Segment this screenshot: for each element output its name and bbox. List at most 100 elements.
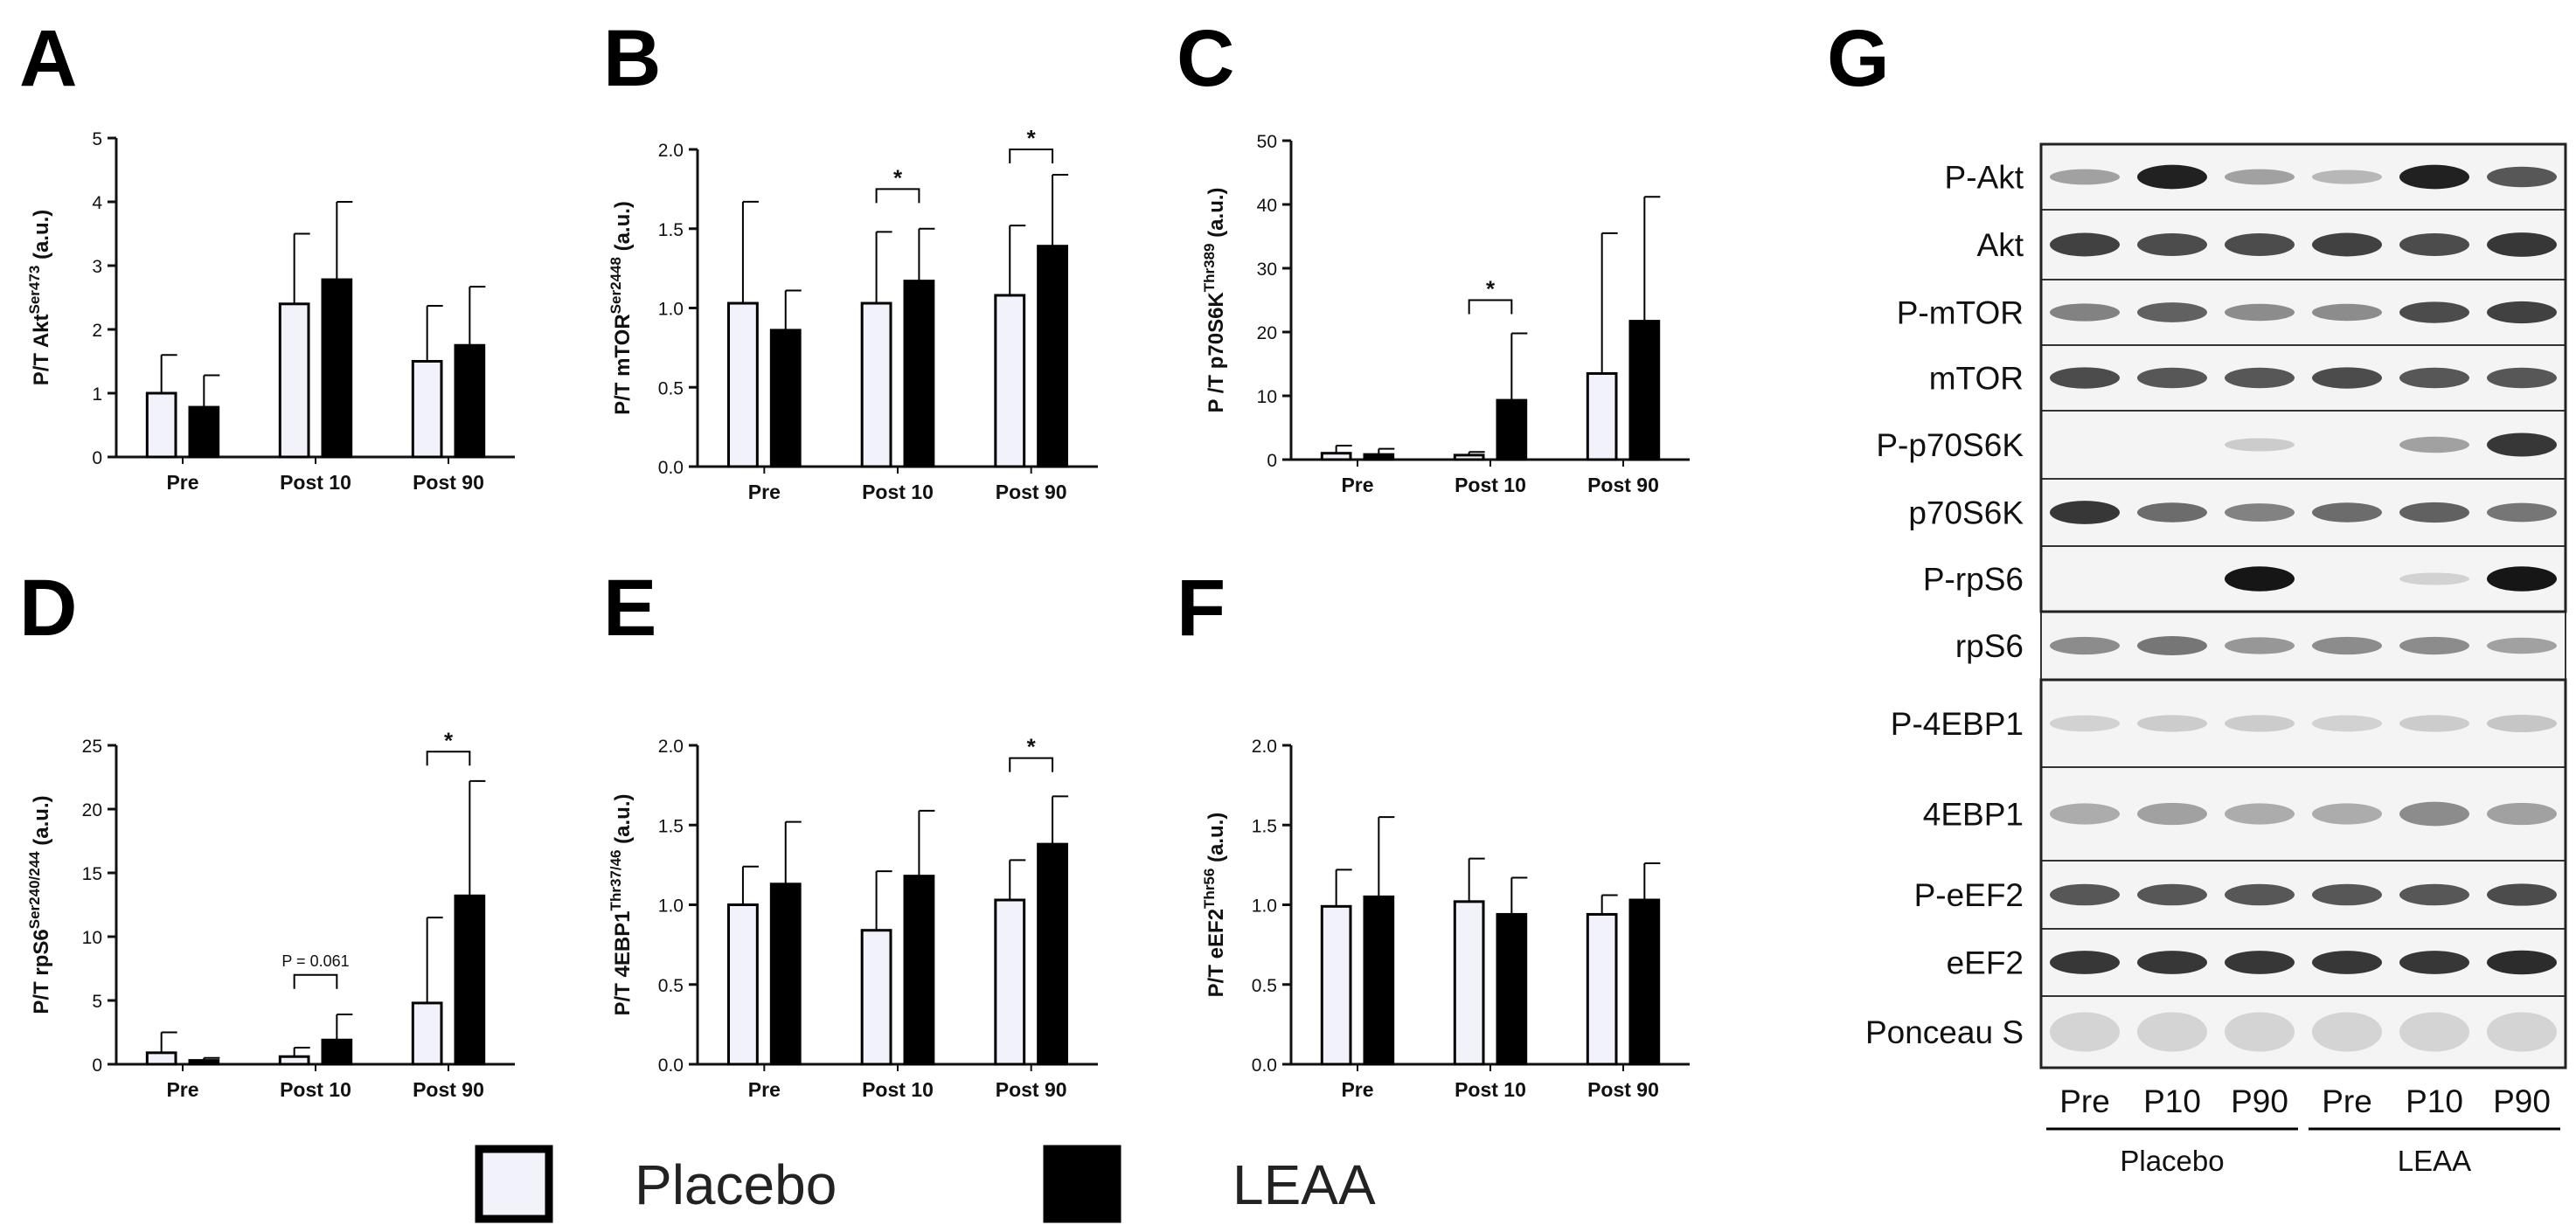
legend-label-placebo: Placebo	[635, 1153, 837, 1216]
bar-leaa	[769, 329, 802, 468]
bar-placebo	[278, 1055, 310, 1066]
blot-band	[2399, 636, 2469, 655]
blot-row-label: 4EBP1	[1923, 797, 2024, 833]
blot-band	[2050, 232, 2120, 257]
blot-band	[2399, 572, 2469, 585]
bar-placebo	[727, 301, 759, 468]
y-tick-label: 4	[92, 193, 102, 213]
blot-strip	[2040, 860, 2566, 930]
blot-band	[2137, 715, 2207, 732]
y-axis-label: P/T 4EBP1Thr37/46 (a.u.)	[608, 794, 635, 1016]
bar-placebo	[994, 294, 1026, 468]
bar-placebo	[1453, 453, 1485, 461]
legend-swatch-leaa	[1043, 1145, 1121, 1223]
blot-band	[2312, 303, 2382, 322]
bar-leaa	[1628, 320, 1661, 461]
y-tick-label: 10	[82, 928, 102, 948]
chart-panel-f: F 0.0 0.5 1.0 1.5 2.0 P/T eEF2Thr56 (a.u.) Pre P…	[1177, 564, 1690, 1101]
panel-letter-a: A	[19, 14, 77, 103]
blot-band	[2050, 883, 2120, 906]
y-tick-label: 0.0	[1252, 1056, 1277, 1076]
blot-row-label: P-p70S6K	[1876, 427, 2024, 463]
bar-leaa	[1363, 895, 1395, 1066]
blot-band	[2312, 951, 2382, 974]
significance-bracket	[1009, 757, 1054, 772]
blot-band	[2399, 367, 2469, 389]
legend: Placebo LEAA	[475, 1145, 1376, 1223]
y-tick-label: 40	[1257, 196, 1277, 216]
blot-band	[2050, 803, 2120, 825]
blot-band	[2399, 436, 2469, 453]
x-category-label: Post 10	[862, 1078, 934, 1101]
y-tick-label: 0.0	[658, 458, 684, 478]
y-tick-label: 5	[92, 129, 102, 149]
blot-band	[2225, 438, 2295, 452]
x-category-label: Pre	[748, 1078, 781, 1101]
blot-band	[2225, 1012, 2295, 1052]
blot-band	[2137, 951, 2207, 974]
bar-leaa	[1628, 898, 1661, 1066]
blot-strip	[2040, 410, 2566, 480]
panel-letter-b: B	[603, 14, 661, 103]
blot-band	[2137, 636, 2207, 655]
lane-label: P10	[2143, 1083, 2201, 1119]
blot-band	[2225, 715, 2295, 732]
blot-row-label: P-4EBP1	[1891, 706, 2024, 742]
blot-band	[2050, 1012, 2120, 1052]
lane-label: Pre	[2059, 1083, 2110, 1119]
significance-bracket	[875, 188, 920, 204]
blot-row-label: Ponceau S	[1865, 1014, 2024, 1050]
blot-band	[2487, 301, 2557, 324]
blot-band	[2487, 1012, 2557, 1052]
blot-band	[2050, 303, 2120, 322]
significance-label: *	[893, 164, 903, 190]
x-category-label: Post 10	[280, 1078, 351, 1101]
y-tick-label: 30	[1257, 260, 1277, 280]
blot-row-label: P-eEF2	[1914, 877, 2024, 913]
blot-row-label: p70S6K	[1908, 495, 2024, 531]
blot-band	[2137, 367, 2207, 389]
x-category-label: Post 10	[280, 471, 351, 494]
blot-band	[2137, 802, 2207, 826]
y-tick-label: 2	[92, 321, 102, 341]
blot-row-label: rpS6	[1955, 628, 2024, 664]
bar-leaa	[454, 894, 486, 1066]
y-tick-label: 0.5	[658, 378, 684, 398]
y-tick-label: 15	[82, 864, 102, 884]
blot-band	[2487, 950, 2557, 975]
bar-placebo	[145, 1051, 177, 1066]
bar-leaa	[769, 882, 802, 1066]
blot-band	[2312, 367, 2382, 389]
bar-placebo	[1320, 452, 1352, 461]
y-axis-label: P /T p70S6KThr389 (a.u.)	[1201, 187, 1228, 412]
bar-leaa	[321, 278, 353, 459]
significance-bracket	[1468, 299, 1513, 315]
chart-panel-b: B 0.0 0.5 1.0 1.5 2.0 P/T mTORSer2448 (a.u.) Pr…	[603, 14, 1098, 503]
blot-band	[2225, 303, 2295, 322]
blot-band	[2050, 636, 2120, 655]
bar-leaa	[1037, 245, 1068, 468]
blot-band	[2487, 883, 2557, 906]
y-axis-label: P/T eEF2Thr56 (a.u.)	[1201, 813, 1228, 998]
group-label: LEAA	[2398, 1145, 2471, 1177]
blot-band	[2225, 803, 2295, 825]
significance-bracket	[293, 973, 338, 989]
significance-bracket	[1009, 149, 1054, 163]
panel-letter-g: G	[1827, 14, 1890, 103]
chart-panel-d: D 0 5 10 15 20 25 P/T rpS6Ser240/244 (a.u.) Pre P…	[19, 564, 515, 1101]
y-tick-label: 5	[92, 992, 102, 1012]
lane-label: Pre	[2322, 1083, 2372, 1119]
chart-panel-e: E 0.0 0.5 1.0 1.5 2.0 P/T 4EBP1Thr37/46 (a.u.)…	[603, 564, 1098, 1101]
blot-band	[2487, 433, 2557, 457]
blot-band	[2399, 233, 2469, 256]
bar-leaa	[1496, 912, 1528, 1066]
group-label: Placebo	[2120, 1145, 2224, 1177]
y-tick-label: 0	[92, 1056, 102, 1076]
blot-band	[2137, 883, 2207, 906]
y-tick-label: 1.0	[1252, 896, 1277, 917]
blot-band	[2225, 233, 2295, 256]
blot-band	[2312, 715, 2382, 732]
bar-placebo	[994, 898, 1026, 1066]
blot-band	[2399, 164, 2469, 190]
y-tick-label: 1.0	[658, 896, 684, 917]
